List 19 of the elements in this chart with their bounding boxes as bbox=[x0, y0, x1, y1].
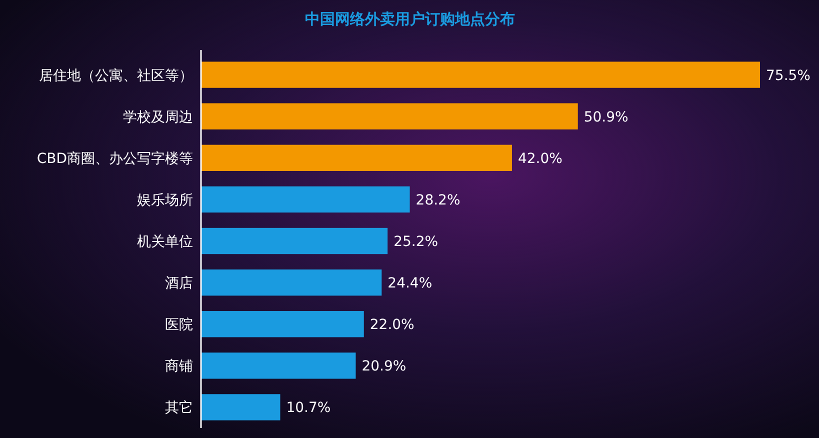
y-tick-label: 其它 bbox=[165, 400, 193, 416]
y-tick-label: 机关单位 bbox=[137, 234, 193, 250]
y-tick-label: 娱乐场所 bbox=[137, 192, 193, 208]
data-label: 25.2% bbox=[394, 234, 438, 250]
data-label: 75.5% bbox=[766, 68, 810, 84]
title: 中国网络外卖用户订购地点分布 bbox=[305, 10, 515, 28]
data-label: 20.9% bbox=[362, 358, 406, 375]
data-label: 10.7% bbox=[286, 400, 331, 416]
data-label: 42.0% bbox=[518, 150, 562, 167]
y-tick-label: 医院 bbox=[165, 317, 193, 334]
y-tick-label: CBD商圈、办公写字楼等 bbox=[36, 150, 193, 167]
data-label: 28.2% bbox=[416, 192, 460, 208]
y-tick-label: 居住地（公寓、社区等） bbox=[39, 68, 193, 84]
y-tick-label: 商铺 bbox=[165, 358, 193, 375]
data-label: 24.4% bbox=[388, 276, 432, 292]
y-tick-label: 酒店 bbox=[165, 276, 193, 292]
data-label: 50.9% bbox=[584, 109, 628, 126]
y-tick-label: 学校及周边 bbox=[123, 109, 193, 126]
data-label: 22.0% bbox=[370, 317, 414, 334]
